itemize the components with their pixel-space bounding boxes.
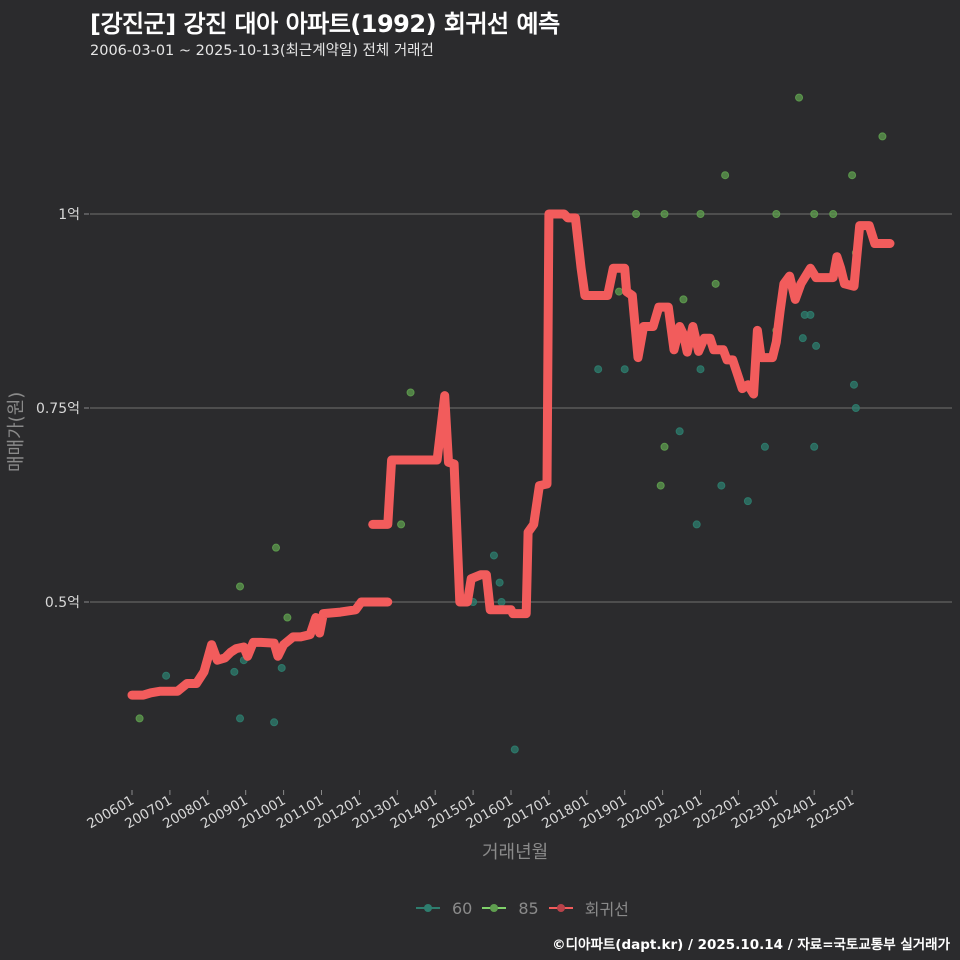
- legend-swatch-regression-icon: [548, 901, 573, 915]
- svg-text:1억: 1억: [58, 207, 80, 223]
- chart-subtitle: 2006-03-01 ~ 2025-10-13(최근계약일) 전체 거래건: [90, 43, 434, 59]
- svg-text:0.75억: 0.75억: [36, 401, 80, 417]
- regression-line: [127, 209, 895, 700]
- svg-text:0.5억: 0.5억: [45, 595, 80, 611]
- y-axis-ticks: 0.5억 0.75억 1억: [36, 207, 89, 611]
- legend-label-regression: 회귀선: [584, 900, 629, 919]
- y-axis-label: 매매가(원): [6, 391, 27, 472]
- legend-swatch-60-icon: [416, 901, 440, 915]
- series-60-points: [162, 310, 860, 754]
- legend: 60 85 회귀선: [416, 896, 629, 920]
- legend-item-regression[interactable]: 회귀선: [548, 896, 629, 920]
- legend-label-85: 85: [518, 898, 539, 918]
- x-axis-label: 거래년월: [482, 842, 549, 863]
- x-axis-ticks: 2006012007012008012009012010012011012012…: [84, 790, 857, 832]
- chart-title: [강진군] 강진 대아 아파트(1992) 회귀선 예측: [90, 10, 560, 38]
- legend-item-60[interactable]: 60: [416, 899, 472, 918]
- legend-swatch-85-icon: [482, 901, 507, 915]
- legend-item-85[interactable]: 85: [482, 898, 539, 918]
- gridlines: [90, 213, 952, 603]
- legend-label-60: 60: [452, 898, 473, 918]
- footer-credit: ©디아파트(dapt.kr) / 2025.10.14 / 자료=국토교통부 실…: [552, 937, 950, 953]
